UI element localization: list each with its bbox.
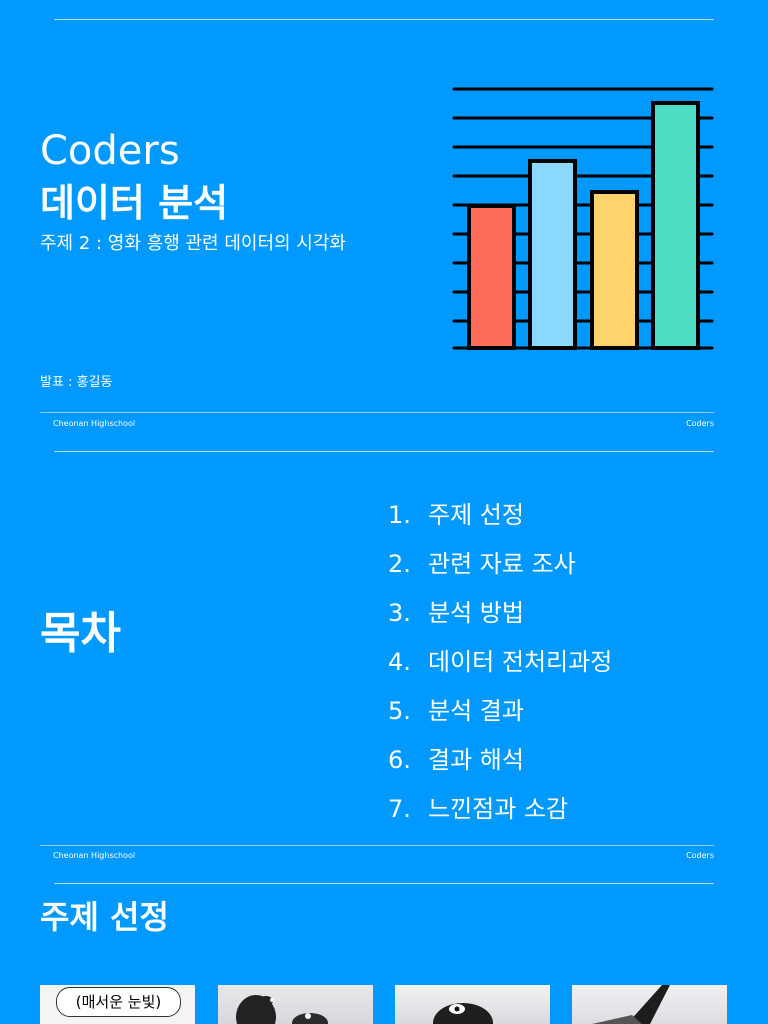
- slide3-top-divider: [54, 883, 714, 884]
- toc-item-number: 4.: [388, 648, 411, 676]
- footer-brand: Coders: [686, 851, 714, 860]
- penguin-photo: [395, 985, 550, 1024]
- toc-item-label: 주제 선정: [428, 501, 524, 529]
- section-title: 주제 선정: [40, 898, 169, 936]
- toc-item-number: 3.: [388, 599, 411, 627]
- toc-title: 목차: [40, 608, 121, 659]
- slide2-footer-divider: [40, 845, 714, 846]
- toc-item: 5. 분석 결과: [388, 696, 612, 745]
- toc-item: 3. 분석 방법: [388, 598, 612, 647]
- toc-item: 1. 주제 선정: [388, 500, 612, 549]
- chart-bar-2: [528, 159, 577, 350]
- toc-item: 4. 데이터 전처리과정: [388, 647, 612, 696]
- chart-bar-1: [467, 204, 516, 350]
- slide-subtitle: 주제 2 : 영화 흥행 관련 데이터의 시각화: [40, 233, 346, 254]
- presenter-label: 발표 : 홍길동: [40, 375, 113, 390]
- slide1-footer-divider: [40, 412, 714, 413]
- toc-item-number: 7.: [388, 795, 411, 823]
- toc-item-label: 결과 해석: [428, 746, 524, 774]
- chart-bar-3: [590, 190, 639, 350]
- toc-item-number: 2.: [388, 550, 411, 578]
- toc-item-number: 6.: [388, 746, 411, 774]
- penguin-flipper-icon: [592, 985, 670, 1024]
- toc-item: 2. 관련 자료 조사: [388, 549, 612, 598]
- penguin-flipper-photo: [572, 985, 727, 1024]
- toc-item-label: 느낀점과 소감: [428, 795, 569, 823]
- toc-list: 1. 주제 선정 2. 관련 자료 조사 3. 분석 방법 4. 데이터 전처리과정 5…: [388, 500, 612, 843]
- toc-item: 7. 느낀점과 소감: [388, 794, 612, 843]
- penguin-silhouette-icon: [433, 1003, 493, 1024]
- slide-title-korean: 데이터 분석: [40, 181, 229, 225]
- slide2-top-divider: [54, 451, 714, 452]
- slide-title-english: Coders: [40, 128, 180, 174]
- footer-school: Cheonan Highschool: [53, 419, 136, 428]
- penguins-photo: [218, 985, 373, 1024]
- toc-item-label: 분석 방법: [428, 599, 524, 627]
- photo-caption: (매서운 눈빛): [56, 987, 181, 1017]
- footer-school: Cheonan Highschool: [53, 851, 136, 860]
- chart-bar-4: [651, 101, 700, 350]
- toc-item-number: 1.: [388, 501, 411, 529]
- penguins-silhouette-icon: [236, 995, 328, 1024]
- toc-item-number: 5.: [388, 697, 411, 725]
- penguin-cartoon-image: (매서운 눈빛): [40, 985, 195, 1024]
- footer-brand: Coders: [686, 419, 714, 428]
- toc-item-label: 관련 자료 조사: [428, 550, 576, 578]
- top-divider: [54, 19, 714, 20]
- toc-item-label: 분석 결과: [428, 697, 524, 725]
- bar-chart-icon: [452, 87, 714, 350]
- toc-item: 6. 결과 해석: [388, 745, 612, 794]
- toc-item-label: 데이터 전처리과정: [428, 648, 613, 676]
